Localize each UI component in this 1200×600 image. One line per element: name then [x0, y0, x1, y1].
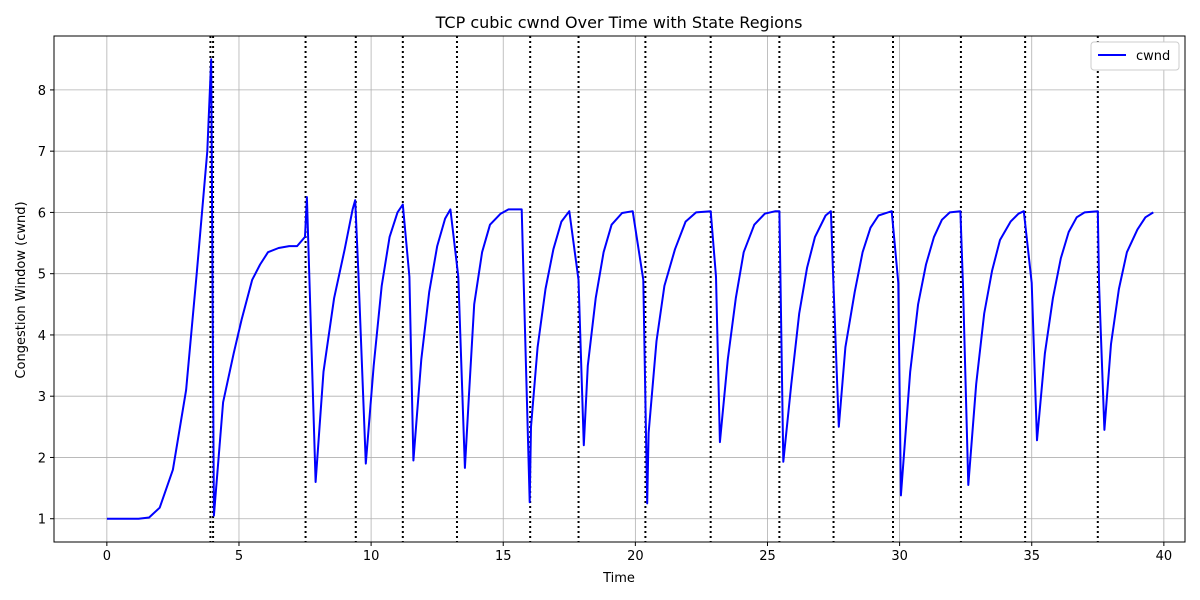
y-tick-label: 2: [38, 451, 46, 466]
x-tick-label: 25: [759, 549, 776, 564]
x-tick-label: 5: [235, 549, 243, 564]
y-tick-label: 7: [38, 145, 46, 160]
legend-label-cwnd: cwnd: [1136, 49, 1170, 64]
x-tick-label: 15: [495, 549, 512, 564]
x-tick-label: 20: [627, 549, 644, 564]
state-marker-layer: [209, 36, 1099, 542]
y-tick-label: 8: [38, 84, 46, 99]
y-axis-label: Congestion Window (cwnd): [14, 201, 29, 378]
plot-area-frame: [53, 35, 1186, 543]
y-tick-label: 5: [38, 268, 46, 283]
y-tick-label: 3: [38, 390, 46, 405]
x-tick-label: 0: [103, 549, 111, 564]
x-tick-label: 30: [891, 549, 908, 564]
tick-layer: 0 5 10 15 20 25 30 35 40 1 2 3 4 5 6 7 8: [38, 84, 1172, 564]
x-tick-label: 40: [1156, 549, 1173, 564]
x-tick-label: 35: [1023, 549, 1040, 564]
grid-layer: [54, 36, 1185, 542]
series-line-cwnd: [106, 58, 1154, 520]
y-tick-label: 4: [38, 329, 46, 344]
chart-title: TCP cubic cwnd Over Time with State Regi…: [435, 13, 803, 32]
series-layer: [106, 58, 1154, 520]
x-axis-label: Time: [602, 571, 635, 586]
legend-box: [1090, 41, 1180, 71]
y-tick-label: 1: [38, 513, 46, 528]
x-tick-label: 10: [363, 549, 380, 564]
legend: cwnd: [1090, 41, 1180, 71]
y-tick-label: 6: [38, 206, 46, 221]
